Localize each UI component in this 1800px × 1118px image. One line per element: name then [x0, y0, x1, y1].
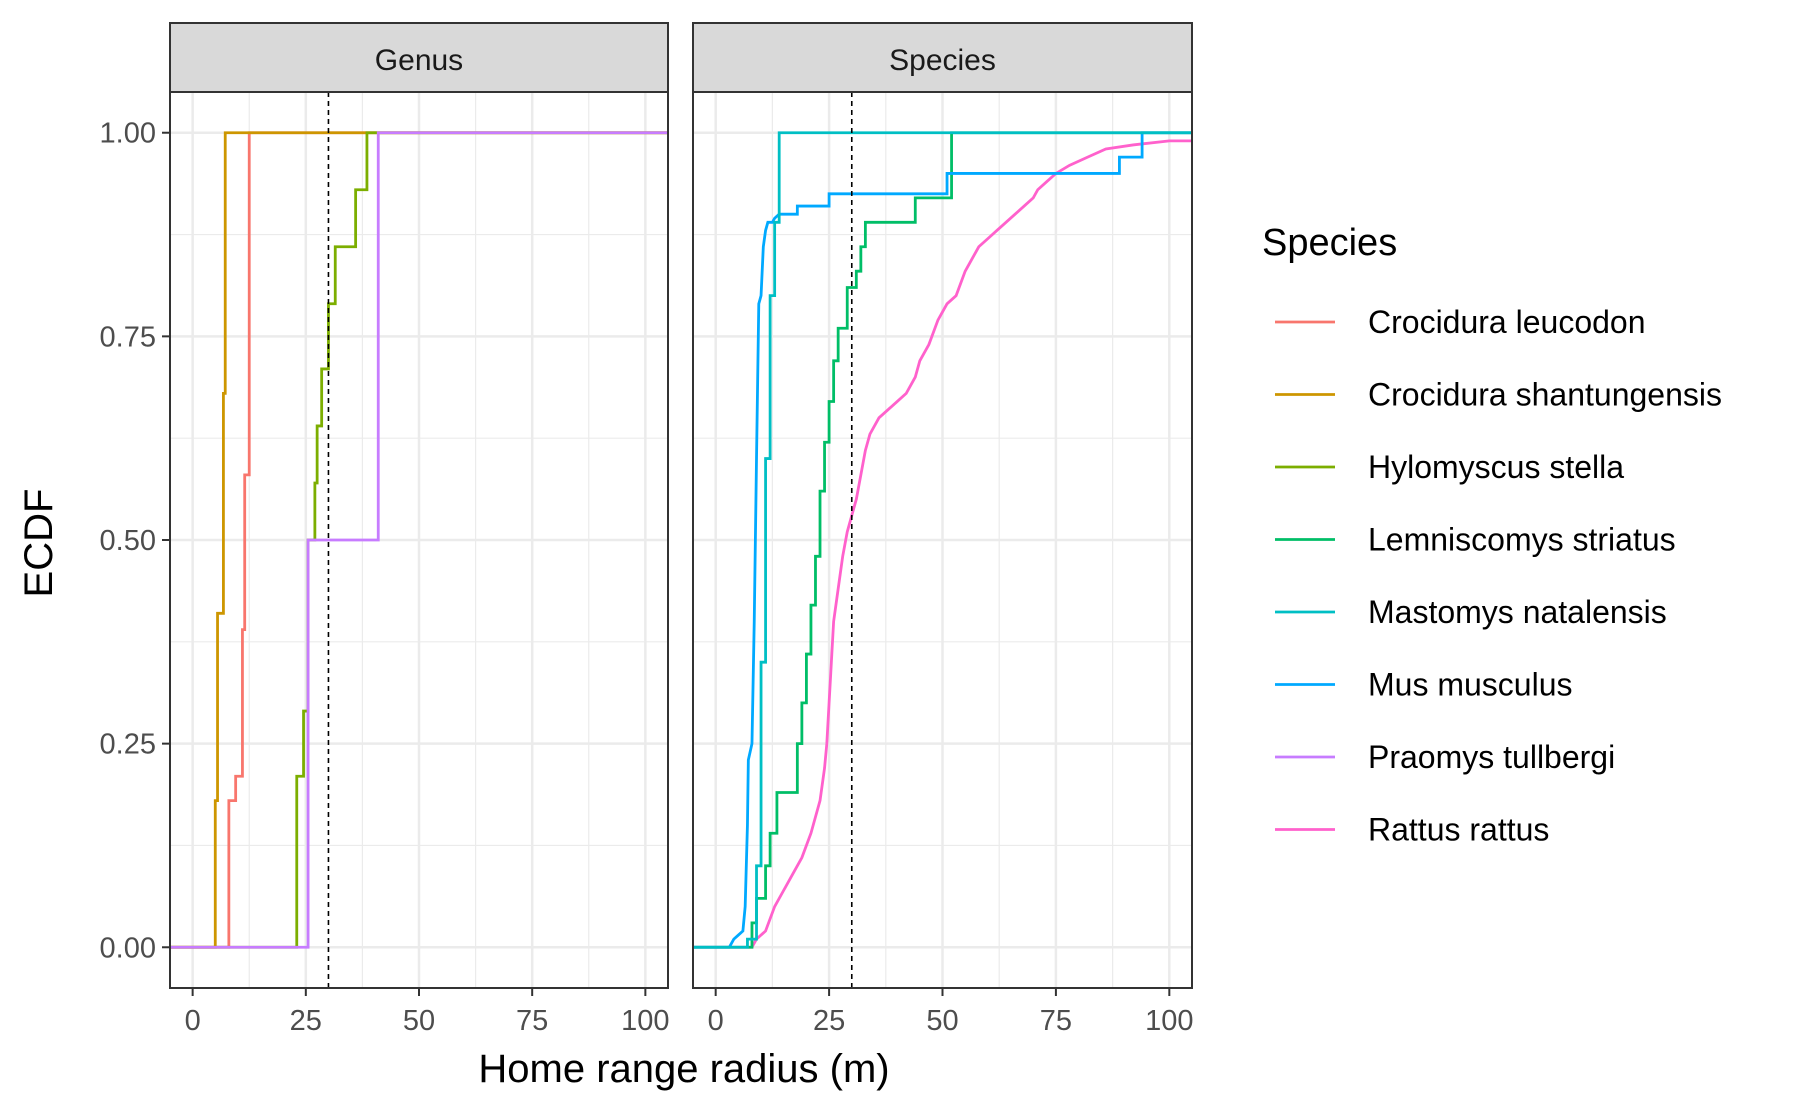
legend-label: Crocidura shantungensis [1368, 377, 1722, 413]
legend-label: Praomys tullbergi [1368, 739, 1615, 775]
x-tick-label: 0 [185, 1005, 201, 1037]
legend-label: Lemniscomys striatus [1368, 522, 1676, 558]
grid [693, 92, 1192, 988]
legend-item: Mastomys natalensis [1275, 594, 1667, 630]
x-tick-label: 100 [621, 1005, 669, 1037]
series-group [693, 131, 1192, 949]
y-tick-label: 0.75 [100, 321, 156, 353]
legend-label: Mus musculus [1368, 667, 1573, 703]
legend-title: Species [1262, 222, 1397, 264]
y-tick-label: 1.00 [100, 118, 156, 150]
legend-label: Crocidura leucodon [1368, 304, 1646, 340]
legend-item: Mus musculus [1275, 667, 1573, 703]
strip-label: Genus [375, 44, 463, 77]
series-line-rattus-rattus [693, 139, 1192, 949]
strip-label: Species [889, 44, 996, 77]
x-tick-label: 50 [403, 1005, 435, 1037]
series-line-lemniscomys-striatus [693, 131, 1192, 949]
legend-label: Mastomys natalensis [1368, 594, 1667, 630]
x-tick-label: 100 [1145, 1005, 1193, 1037]
y-tick-label: 0.50 [100, 525, 156, 557]
y-tick-label: 0.25 [100, 729, 156, 761]
series-line-crocidura-leucodon [170, 131, 668, 949]
x-tick-label: 75 [1040, 1005, 1072, 1037]
legend-item: Praomys tullbergi [1275, 739, 1615, 775]
x-axis-label: Home range radius (m) [478, 1047, 889, 1091]
x-tick-label: 0 [708, 1005, 724, 1037]
panels-layer: Genus 0 25 50 75 100 0.00 0.25 0.50 0.75 1.00 Speci… [100, 22, 1194, 1037]
y-axis-label: ECDF [17, 489, 61, 598]
legend-label: Hylomyscus stella [1368, 449, 1624, 485]
panel-genus: Genus 0 25 50 75 100 0.00 0.25 0.50 0.75 1.00 [100, 22, 670, 1037]
legend-item: Crocidura leucodon [1275, 304, 1646, 340]
legend-item: Lemniscomys striatus [1275, 522, 1676, 558]
strip-background [169, 22, 669, 93]
legend-item: Rattus rattus [1275, 812, 1549, 848]
x-axis: 0 25 50 75 100 [708, 988, 1194, 1037]
legend-item: Crocidura shantungensis [1275, 377, 1722, 413]
y-tick-label: 0.00 [100, 932, 156, 964]
series-line-crocidura-shantungensis [170, 131, 668, 949]
x-tick-label: 75 [516, 1005, 548, 1037]
x-tick-label: 50 [926, 1005, 958, 1037]
x-tick-label: 25 [813, 1005, 845, 1037]
series-line-mastomys-natalensis [693, 131, 1192, 949]
x-axis: 0 25 50 75 100 [185, 988, 670, 1037]
panel-species: Species 0 25 50 75 100 [692, 22, 1194, 1037]
legend-item: Hylomyscus stella [1275, 449, 1624, 485]
axes-labels: Home range radius (m) ECDF [17, 489, 890, 1091]
y-axis: 0.00 0.25 0.50 0.75 1.00 [100, 118, 170, 964]
series-line-praomys-tullbergi [170, 131, 668, 949]
legend-entries: Crocidura leucodon Crocidura shantungensi… [1275, 304, 1722, 848]
legend-label: Rattus rattus [1368, 812, 1549, 848]
series-group [170, 131, 668, 949]
series-line-hylomyscus-stella [170, 131, 668, 949]
legend: Species Crocidura leucodon Crocidura shan… [1262, 222, 1722, 848]
x-tick-label: 25 [290, 1005, 322, 1037]
series-line-mus-musculus [693, 131, 1192, 949]
